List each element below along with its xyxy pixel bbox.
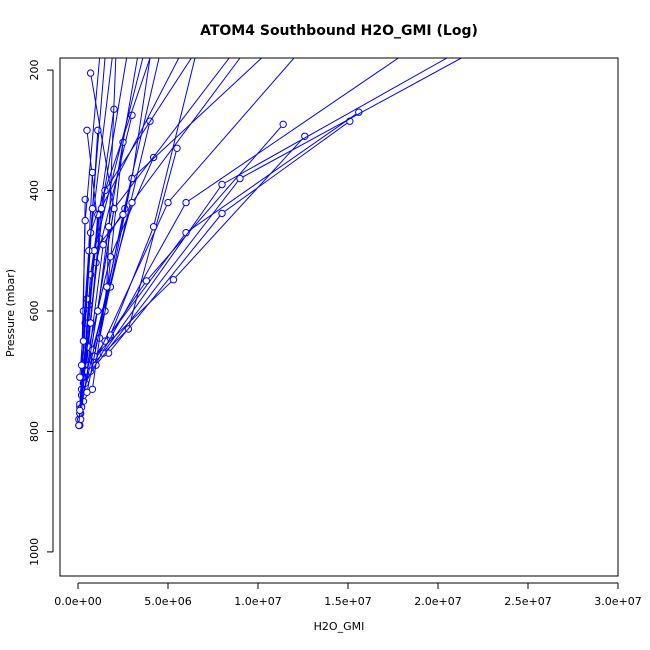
y-tick-label: 200	[28, 60, 41, 81]
data-point	[97, 204, 106, 213]
y-tick-label: 600	[28, 300, 41, 321]
data-point	[103, 283, 111, 291]
data-point	[128, 198, 136, 207]
data-point	[76, 406, 84, 415]
data-point	[83, 126, 91, 135]
data-point	[76, 373, 84, 381]
data-point	[88, 204, 97, 213]
data-point	[79, 337, 88, 345]
x-tick-label: 0.0e+00	[54, 595, 101, 608]
data-point	[182, 198, 190, 207]
data-point	[218, 209, 226, 218]
data-point	[81, 216, 89, 225]
y-tick-label: 800	[28, 421, 41, 442]
data-point	[94, 307, 102, 315]
y-tick-label: 400	[28, 180, 41, 201]
axes: 0.0e+00 5.0e+06 1.0e+07 1.5e+07 2.0e+07 2.5e+…	[28, 57, 642, 608]
x-axis-label: H2O_GMI	[314, 620, 365, 633]
data-point	[94, 126, 102, 135]
data-point	[279, 120, 287, 129]
y-axis-label: Pressure (mbar)	[4, 269, 17, 357]
data-point	[75, 421, 83, 430]
data-point	[99, 241, 107, 249]
x-tick-label: 1.0e+07	[234, 595, 281, 608]
data-point	[236, 174, 244, 183]
x-tick-label: 2.5e+07	[504, 595, 551, 608]
data-point	[86, 69, 95, 77]
x-tick-label: 1.5e+07	[324, 595, 371, 608]
data-point	[169, 276, 178, 284]
data-point	[173, 144, 181, 153]
chart-title: ATOM4 Southbound H2O_GMI (Log)	[200, 23, 478, 39]
data-point	[86, 319, 95, 327]
x-tick-label: 3.0e+07	[594, 595, 641, 608]
data-point	[77, 415, 85, 424]
data-point	[85, 247, 93, 255]
x-tick-label: 5.0e+06	[144, 595, 191, 608]
y-tick-label: 1000	[28, 538, 41, 566]
data-point	[77, 361, 86, 369]
data-point	[83, 388, 91, 396]
data-point	[119, 210, 127, 219]
data-point	[104, 223, 113, 231]
data-point	[88, 385, 97, 393]
data-point	[164, 198, 172, 207]
plot-area	[75, 58, 462, 430]
x-tick-label: 2.0e+07	[414, 595, 461, 608]
data-point	[106, 253, 115, 261]
data-point	[218, 180, 226, 189]
plot-frame	[59, 57, 619, 577]
